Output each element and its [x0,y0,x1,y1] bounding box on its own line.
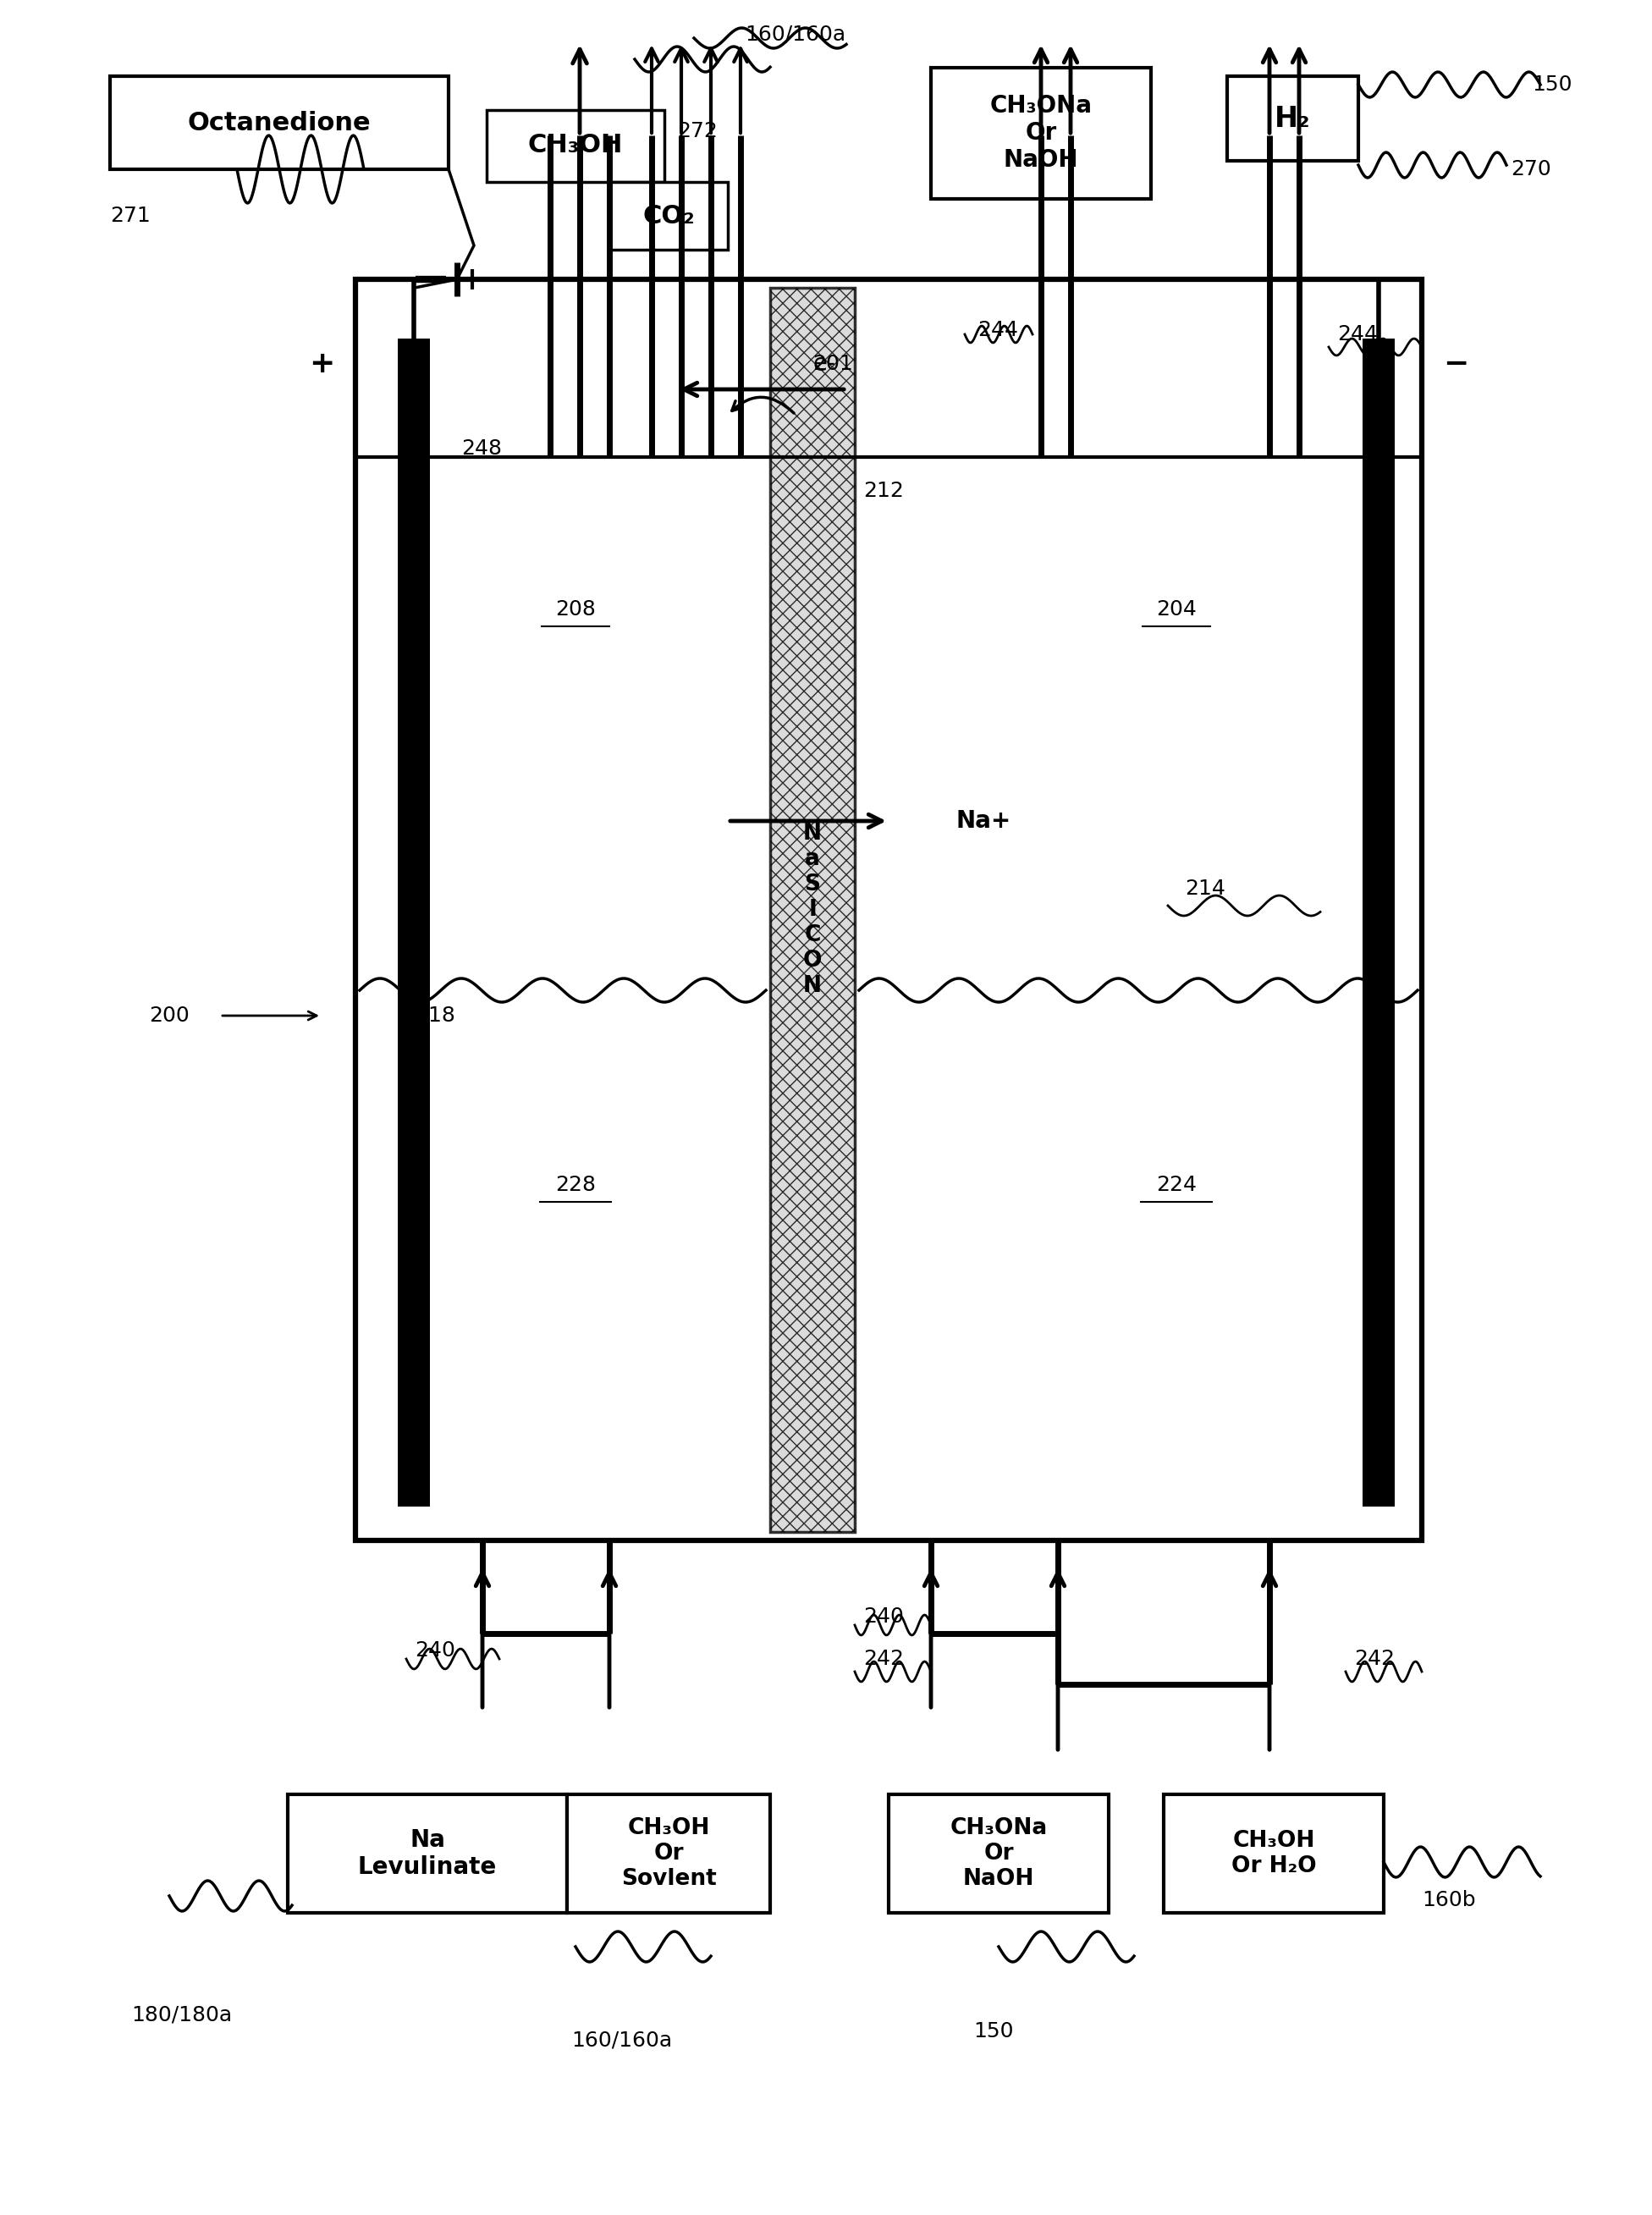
Text: 244: 244 [1336,323,1378,346]
Bar [889,1794,1108,1914]
Text: 242: 242 [1355,1648,1394,1670]
Bar [1163,1794,1384,1914]
Text: 214: 214 [1184,879,1226,899]
Text: Na+: Na+ [957,808,1011,833]
Text: 150: 150 [973,2020,1013,2042]
Text: 160/160a: 160/160a [572,2029,672,2049]
Text: Octanedione: Octanedione [188,111,372,135]
Bar [287,1794,567,1914]
Text: 271: 271 [111,206,150,226]
Bar [398,339,430,1506]
Text: CH₃ONa
Or
NaOH: CH₃ONa Or NaOH [950,1816,1047,1889]
Bar [1227,75,1358,162]
Text: Na
Levulinate: Na Levulinate [358,1827,497,1878]
Bar [567,1794,770,1914]
Text: 180/180a: 180/180a [131,2005,231,2025]
Text: e-: e- [813,352,836,377]
Text: CH₃OH
Or H₂O: CH₃OH Or H₂O [1231,1830,1317,1878]
Text: 244: 244 [978,319,1018,341]
Bar [610,182,729,250]
Text: 204: 204 [1156,600,1196,620]
Text: 218: 218 [415,1006,456,1026]
Text: 212: 212 [864,481,904,501]
Text: −: − [1442,350,1469,379]
Text: CH₃OH
Or
Sovlent: CH₃OH Or Sovlent [621,1816,717,1889]
Text: CO₂: CO₂ [643,204,694,228]
Bar [770,288,854,1533]
Text: 224: 224 [1156,1174,1196,1196]
Text: 248: 248 [461,439,502,459]
Text: CH₃ONa
Or
NaOH: CH₃ONa Or NaOH [990,93,1092,173]
Text: 208: 208 [555,600,596,620]
Bar [111,75,449,168]
Text: 200: 200 [149,1006,190,1026]
Bar [487,111,664,182]
Text: 270: 270 [1510,159,1551,179]
Text: 242: 242 [864,1648,904,1670]
Text: 240: 240 [864,1606,904,1626]
Text: 240: 240 [415,1641,456,1661]
Text: 160/160a: 160/160a [745,24,846,44]
Text: 201: 201 [813,354,852,374]
Text: 228: 228 [555,1174,596,1196]
Text: H₂: H₂ [1274,104,1310,133]
Text: CH₃OH: CH₃OH [529,133,623,157]
Text: +: + [309,350,334,379]
Bar [1363,339,1394,1506]
Bar [932,69,1151,199]
Text: N
a
S
I
C
O
N: N a S I C O N [803,822,823,997]
Text: 272: 272 [677,122,717,142]
Text: 150: 150 [1531,75,1573,95]
Text: 160b: 160b [1422,1889,1475,1909]
Bar [355,279,1422,1539]
